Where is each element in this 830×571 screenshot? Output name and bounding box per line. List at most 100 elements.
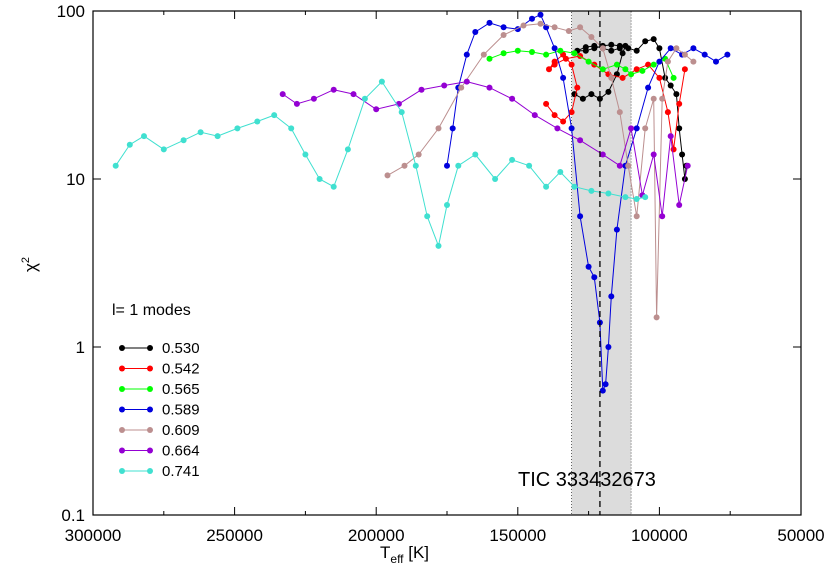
data-point xyxy=(642,194,649,201)
x-axis-label-sub: eff xyxy=(390,552,404,566)
data-point xyxy=(676,202,683,208)
data-point xyxy=(455,162,462,169)
series-0.565 xyxy=(486,47,677,81)
data-point xyxy=(574,84,581,91)
data-point xyxy=(412,162,419,169)
data-point xyxy=(543,100,550,107)
data-point xyxy=(667,45,674,52)
data-point xyxy=(509,156,516,163)
data-point xyxy=(633,196,640,202)
data-point xyxy=(531,112,538,119)
data-point xyxy=(112,162,119,169)
data-point xyxy=(514,47,521,54)
data-point xyxy=(520,22,527,29)
data-point xyxy=(656,74,663,81)
series-line xyxy=(282,81,689,217)
data-point xyxy=(679,151,686,158)
data-point xyxy=(361,95,368,102)
y-tick-label: 1 xyxy=(76,338,85,357)
data-point xyxy=(444,202,450,208)
legend-swatch-point xyxy=(119,386,125,392)
data-point xyxy=(676,100,683,107)
data-point xyxy=(293,100,300,107)
temperature-band xyxy=(571,10,632,516)
data-point xyxy=(619,50,626,57)
data-point xyxy=(681,66,688,73)
data-point xyxy=(616,109,623,116)
data-point xyxy=(330,183,337,190)
data-point xyxy=(670,146,677,153)
legend-entry: 0.609 xyxy=(119,422,200,439)
data-point xyxy=(435,242,442,249)
data-point xyxy=(650,151,657,158)
y-tick-label: 100 xyxy=(57,2,85,21)
data-point xyxy=(543,51,550,58)
x-axis-label-main: T xyxy=(380,543,390,562)
data-point xyxy=(234,125,241,132)
legend-swatch-point xyxy=(147,345,153,351)
data-point xyxy=(537,20,544,27)
data-point xyxy=(596,95,603,102)
data-point xyxy=(642,38,649,45)
data-point xyxy=(562,55,569,62)
data-point xyxy=(449,125,456,132)
data-point xyxy=(633,47,640,54)
x-tick-label: 200000 xyxy=(348,526,405,545)
data-point xyxy=(633,125,640,132)
y-axis-label-main: χ xyxy=(21,263,40,272)
legend-title: l= 1 modes xyxy=(112,302,191,319)
legend-label: 0.589 xyxy=(162,402,200,419)
x-tick-label: 100000 xyxy=(631,526,688,545)
legend-swatch-point xyxy=(147,468,153,474)
data-point xyxy=(568,125,575,132)
data-point xyxy=(486,84,493,91)
ticks-layer: 300000 250000 200000 150000 100000 50000 0.1 1 1… xyxy=(57,2,825,545)
data-point xyxy=(673,45,680,52)
data-point xyxy=(653,314,660,321)
data-point xyxy=(650,36,657,43)
data-point xyxy=(565,28,572,34)
data-point xyxy=(288,125,295,132)
data-point xyxy=(633,66,640,73)
y-axis-label-sup: 2 xyxy=(20,257,32,263)
data-point xyxy=(529,15,535,22)
x-tick-label: 150000 xyxy=(489,526,546,545)
data-point xyxy=(642,125,649,132)
data-point xyxy=(384,172,391,179)
data-point xyxy=(622,194,629,201)
legend-swatch-point xyxy=(147,386,153,392)
y-tick-label: 0.1 xyxy=(61,506,85,525)
data-point xyxy=(659,95,666,102)
data-point xyxy=(619,74,626,81)
data-point xyxy=(486,55,493,62)
legend-label: 0.542 xyxy=(162,361,200,378)
legend-swatch-point xyxy=(119,427,125,433)
data-point xyxy=(463,51,470,58)
data-point xyxy=(713,58,719,65)
data-point xyxy=(500,50,507,57)
data-point xyxy=(557,47,564,54)
data-point xyxy=(650,61,657,68)
data-point xyxy=(613,61,620,68)
legend-entry: 0.565 xyxy=(119,381,200,398)
data-point xyxy=(197,129,204,136)
data-point xyxy=(588,91,595,98)
legend-label: 0.741 xyxy=(162,463,200,480)
data-point xyxy=(585,263,592,270)
legend-swatch-point xyxy=(147,427,153,433)
data-point xyxy=(568,109,575,116)
data-point xyxy=(591,45,598,52)
series-line xyxy=(115,81,646,247)
legend: l= 1 modes 0.530 0.542 0.565 0.589 0.609 0.66… xyxy=(112,302,200,480)
data-point xyxy=(605,190,612,197)
legend-swatch-point xyxy=(147,447,153,454)
data-point xyxy=(622,66,629,73)
data-point xyxy=(625,45,632,52)
data-point xyxy=(599,387,606,394)
data-point xyxy=(571,50,578,57)
series-0.530 xyxy=(571,36,690,182)
legend-swatch-point xyxy=(119,468,125,474)
data-point xyxy=(316,176,323,182)
data-point xyxy=(330,86,337,93)
